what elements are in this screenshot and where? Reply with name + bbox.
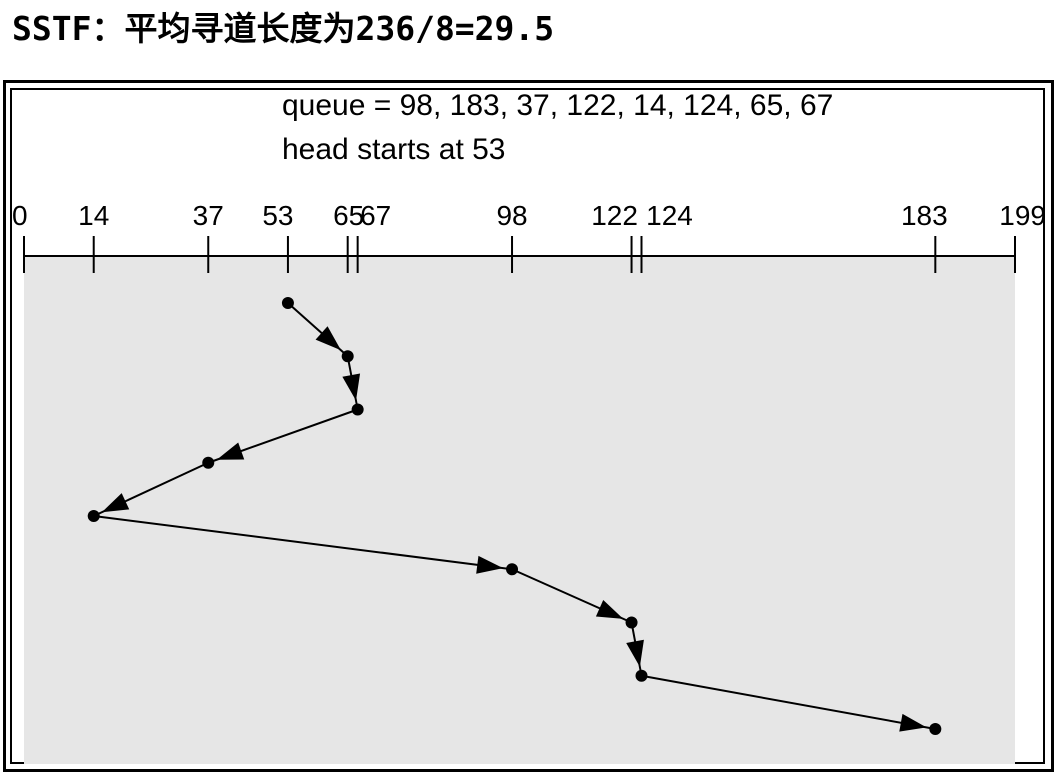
seek-point-122 — [625, 616, 638, 629]
seek-point-124 — [635, 669, 648, 682]
seek-segment-8 — [641, 674, 936, 730]
tick-label-65: 65 — [333, 200, 364, 231]
seek-point-37 — [202, 456, 215, 469]
arrowhead-5 — [476, 555, 504, 574]
arrowhead-8 — [899, 713, 927, 732]
tick-label-14: 14 — [78, 200, 109, 231]
arrowhead-1 — [315, 326, 341, 351]
arrowhead-3 — [216, 442, 245, 460]
tick-label-199: 199 — [999, 200, 1046, 231]
tick-label-183: 183 — [901, 200, 948, 231]
tick-label-37: 37 — [193, 200, 224, 231]
seek-point-67 — [351, 403, 364, 416]
page-title: SSTF：平均寻道长度为236/8=29.5 — [12, 9, 555, 48]
seek-point-14 — [87, 510, 100, 522]
arrowhead-4 — [101, 493, 130, 513]
tick-label-67: 67 — [360, 200, 391, 231]
tick-label-122: 122 — [591, 200, 638, 231]
queue-label: queue = 98, 183, 37, 122, 14, 124, 65, 6… — [282, 89, 834, 122]
tick-label-0: 0 — [12, 200, 28, 231]
seek-path — [87, 297, 942, 735]
seek-segment-5 — [93, 515, 513, 571]
plot-area — [24, 256, 1015, 764]
seek-point-53 — [281, 297, 294, 309]
arrowhead-2 — [342, 373, 361, 401]
seek-point-65 — [341, 350, 354, 363]
head-start-label: head starts at 53 — [282, 133, 506, 166]
tick-label-53: 53 — [262, 200, 293, 231]
tick-label-124: 124 — [646, 200, 693, 231]
arrowhead-6 — [595, 600, 624, 619]
arrowhead-7 — [626, 639, 644, 667]
tick-label-98: 98 — [496, 200, 527, 231]
seek-point-98 — [506, 563, 519, 576]
seek-point-183 — [929, 723, 942, 735]
